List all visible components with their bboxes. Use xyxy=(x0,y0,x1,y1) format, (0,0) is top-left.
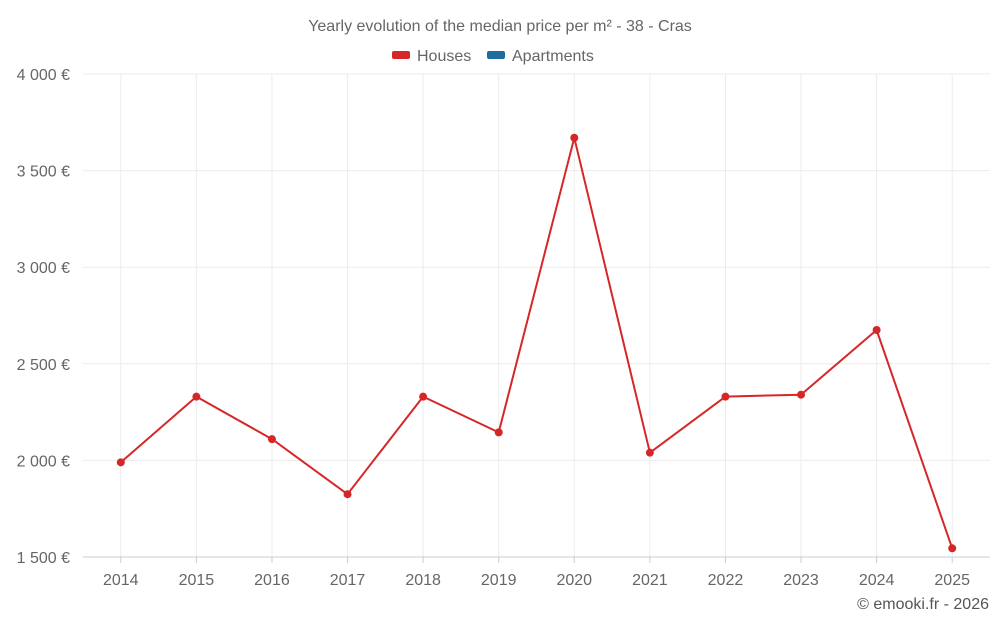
data-point[interactable] xyxy=(797,390,806,399)
data-point[interactable] xyxy=(872,325,881,334)
x-tick-label: 2017 xyxy=(330,572,366,589)
x-tick-label: 2015 xyxy=(179,572,215,589)
x-tick-label: 2019 xyxy=(481,572,517,589)
data-point[interactable] xyxy=(570,133,579,142)
series-line xyxy=(120,136,954,549)
x-tick-label: 2023 xyxy=(783,572,819,589)
legend-swatch-apartments[interactable] xyxy=(487,51,505,59)
y-tick-label: 4 000 € xyxy=(17,67,70,84)
legend-swatch-houses[interactable] xyxy=(392,51,410,59)
x-tick-label: 2024 xyxy=(859,572,895,589)
data-point[interactable] xyxy=(419,392,428,401)
y-tick-label: 2 000 € xyxy=(17,453,70,470)
x-tick-label: 2016 xyxy=(254,572,290,589)
data-point[interactable] xyxy=(721,392,730,401)
x-tick-label: 2025 xyxy=(934,572,970,589)
y-tick-label: 1 500 € xyxy=(17,550,70,567)
x-axis: 2014 2015 2016 2017 2018 2019 2020 2021 2022 2023… xyxy=(83,556,990,589)
series-houses xyxy=(116,133,957,553)
data-point[interactable] xyxy=(192,392,201,401)
x-tick-label: 2020 xyxy=(556,572,592,589)
y-tick-label: 3 500 € xyxy=(17,164,70,181)
y-tick-label: 2 500 € xyxy=(17,357,70,374)
data-point[interactable] xyxy=(948,544,957,553)
legend[interactable]: Houses Apartments xyxy=(392,48,594,65)
data-point[interactable] xyxy=(343,490,352,499)
x-tick-label: 2014 xyxy=(103,572,139,589)
legend-label-houses[interactable]: Houses xyxy=(417,48,471,65)
y-axis: 1 500 € 2 000 € 2 500 € 3 000 € 3 500 € 4 000… xyxy=(17,67,70,567)
x-tick-label: 2018 xyxy=(405,572,441,589)
legend-label-apartments[interactable]: Apartments xyxy=(512,48,594,65)
y-tick-label: 3 000 € xyxy=(17,260,70,277)
data-point[interactable] xyxy=(267,435,276,444)
credit-text: © emooki.fr - 2026 xyxy=(857,596,989,613)
data-point[interactable] xyxy=(116,458,125,467)
data-point[interactable] xyxy=(494,428,503,437)
x-tick-label: 2021 xyxy=(632,572,668,589)
chart-title: Yearly evolution of the median price per… xyxy=(308,18,692,35)
x-tick-label: 2022 xyxy=(708,572,744,589)
grid-lines xyxy=(83,73,990,558)
data-point[interactable] xyxy=(645,448,654,457)
